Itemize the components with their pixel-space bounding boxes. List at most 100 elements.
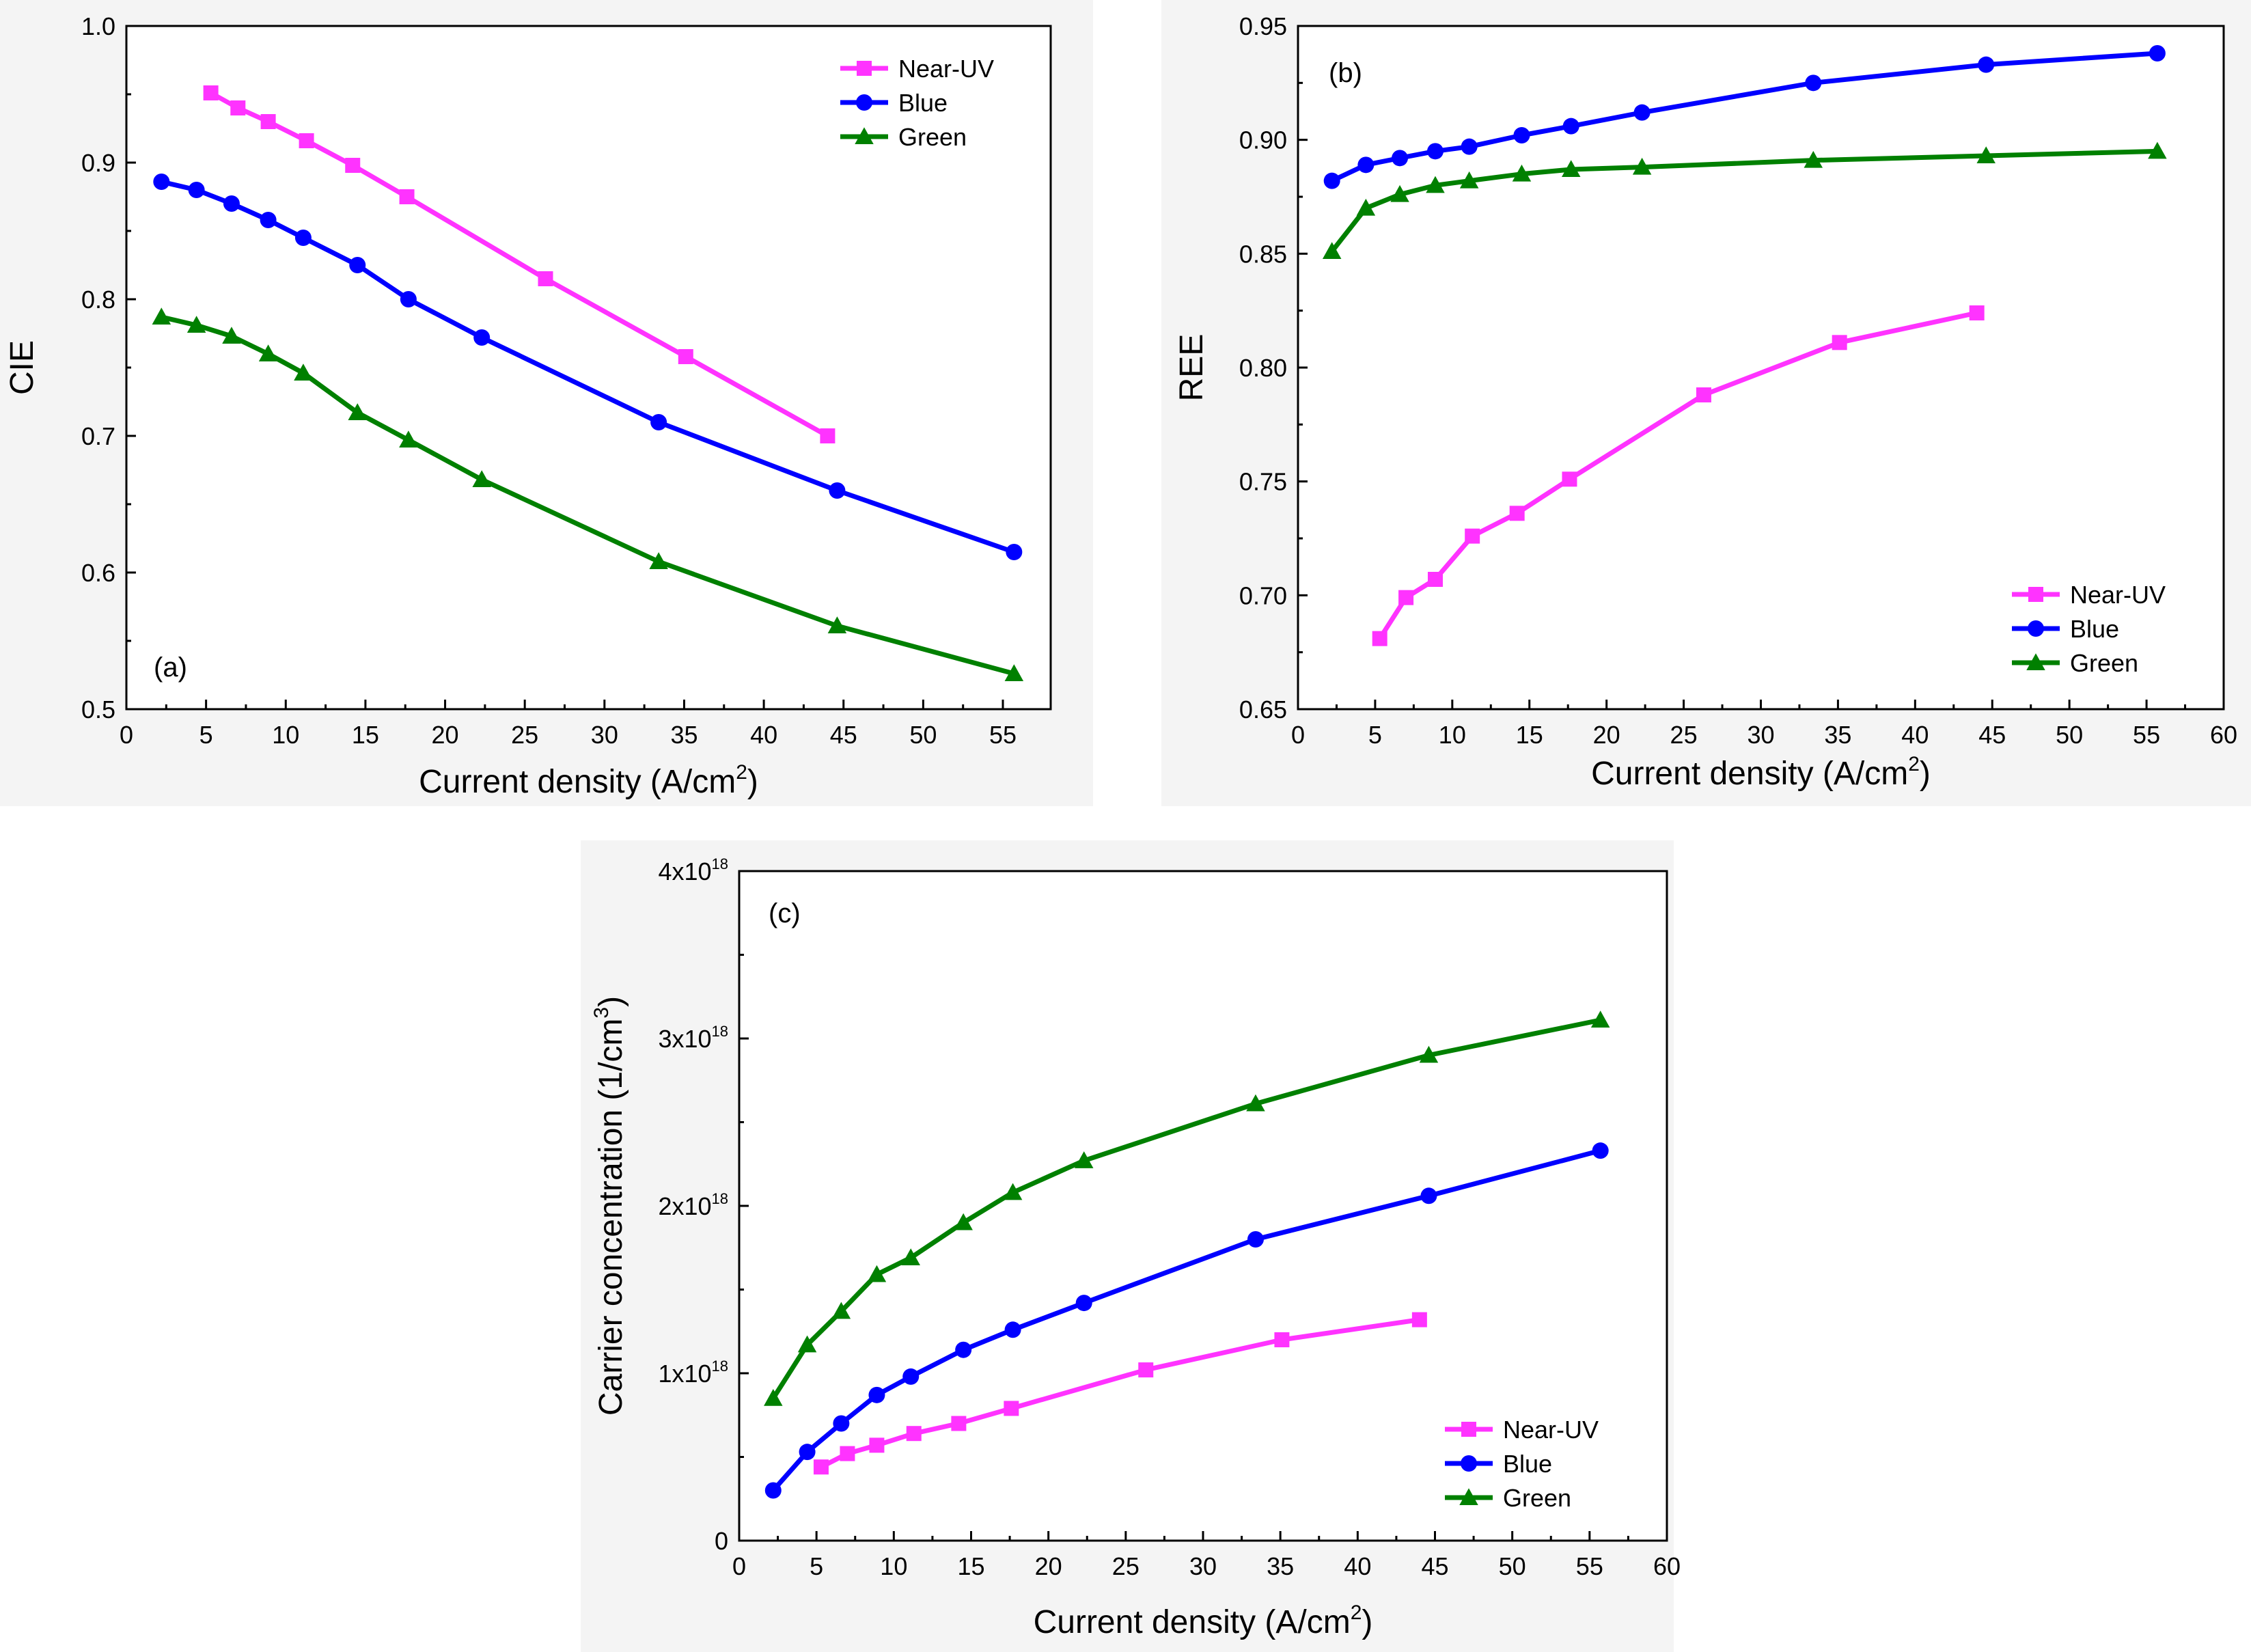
data-point-blue — [1420, 1187, 1437, 1204]
data-point-green — [258, 344, 278, 361]
data-point-near-uv — [1411, 1312, 1427, 1327]
data-point-green — [797, 1335, 817, 1353]
data-point-green — [399, 430, 418, 448]
x-tick-label: 35 — [670, 721, 698, 749]
data-point-blue — [1357, 156, 1375, 174]
x-tick-label: 50 — [1499, 1552, 1526, 1580]
x-tick-label: 50 — [909, 721, 937, 749]
data-point-near-uv — [299, 133, 314, 148]
plot-frame — [1297, 25, 2225, 711]
legend-label-near-uv: Near-UV — [1503, 1416, 1599, 1444]
x-tick-label: 35 — [1824, 721, 1851, 749]
data-point-blue — [1978, 56, 1995, 73]
x-tick-label: 10 — [272, 721, 299, 749]
data-point-blue — [1006, 544, 1023, 560]
data-point-blue — [833, 1415, 850, 1432]
y-tick-label: 0.75 — [1239, 468, 1287, 496]
data-point-green — [1512, 164, 1532, 182]
data-point-green — [1356, 198, 1376, 216]
x-tick-label: 15 — [957, 1552, 984, 1580]
x-tick-label: 10 — [880, 1552, 907, 1580]
legend-marker-green — [2026, 653, 2045, 670]
legend-marker-blue — [1461, 1455, 1477, 1472]
panel-label: (a) — [154, 652, 187, 683]
data-point-green — [1419, 1045, 1439, 1063]
data-point-blue — [1323, 172, 1340, 189]
data-point-green — [1632, 157, 1652, 175]
data-point-green — [1004, 664, 1024, 681]
y-axis-title: Carrier concentration (1/cm3) — [590, 996, 629, 1416]
panel-label: (c) — [769, 898, 801, 928]
data-point-green — [867, 1265, 887, 1282]
data-point-near-uv — [1004, 1401, 1019, 1416]
y-tick-label: 0.9 — [81, 149, 115, 177]
y-tick-label: 1x1018 — [658, 1358, 728, 1388]
data-point-blue — [955, 1341, 972, 1358]
data-point-blue — [902, 1368, 920, 1385]
y-tick-label: 0.8 — [81, 286, 115, 314]
data-point-near-uv — [1509, 506, 1525, 521]
data-point-blue — [1592, 1142, 1609, 1159]
x-tick-label: 35 — [1267, 1552, 1294, 1580]
data-point-near-uv — [813, 1459, 829, 1475]
data-point-green — [1976, 146, 1995, 163]
data-point-green — [1003, 1183, 1023, 1200]
x-tick-label: 0 — [120, 721, 133, 749]
x-tick-label: 5 — [810, 1552, 823, 1580]
x-tick-label: 60 — [1653, 1552, 1681, 1580]
data-point-green — [472, 470, 491, 487]
data-point-blue — [1633, 104, 1651, 121]
x-tick-label: 15 — [1516, 721, 1543, 749]
x-tick-label: 30 — [1747, 721, 1774, 749]
x-tick-label: 20 — [1035, 1552, 1062, 1580]
data-point-blue — [2149, 45, 2166, 61]
x-tick-label: 25 — [511, 721, 538, 749]
x-tick-label: 60 — [2210, 721, 2237, 749]
legend-label-near-uv: Near-UV — [898, 55, 994, 83]
x-tick-label: 5 — [199, 721, 213, 749]
chart-panel-a: 0 5 10 15 20 25 30 35 40 45 50 55 0.5 0.6 0.7 0.8 0.9 1.0… — [4, 12, 1052, 800]
data-point-near-uv — [951, 1416, 967, 1431]
data-point-blue — [400, 291, 417, 307]
x-tick-label: 0 — [732, 1552, 746, 1580]
y-tick-label: 0.95 — [1239, 12, 1287, 40]
chart-panel-b: 0 5 10 15 20 25 30 35 40 45 50 55 60 0.65 0.70 0.75 0.80… — [1174, 12, 2237, 792]
data-point-green — [649, 552, 668, 569]
y-tick-label: 4x1018 — [658, 855, 728, 885]
data-point-near-uv — [840, 1446, 855, 1461]
y-tick-label: 0.90 — [1239, 126, 1287, 154]
legend-marker-blue — [2028, 620, 2044, 637]
legend-label-blue: Blue — [1503, 1450, 1552, 1478]
data-point-green — [764, 1389, 783, 1406]
data-point-near-uv — [678, 349, 693, 364]
x-axis-title: Current density (A/cm2) — [1034, 1601, 1373, 1640]
data-point-green — [831, 1302, 851, 1319]
data-point-near-uv — [869, 1437, 885, 1453]
data-point-green — [1561, 160, 1581, 177]
data-point-near-uv — [1427, 572, 1443, 587]
legend-marker-near-uv — [1461, 1422, 1476, 1437]
data-point-green — [827, 616, 847, 633]
data-point-near-uv — [203, 85, 219, 100]
chart-panel-c: 0 5 10 15 20 25 30 35 40 45 50 55 60 0 1x1018 2x1018 3x1… — [590, 855, 1681, 1640]
y-tick-label: 0.7 — [81, 422, 115, 450]
data-point-near-uv — [538, 271, 553, 286]
data-point-green — [901, 1248, 920, 1265]
data-point-green — [2148, 141, 2167, 159]
data-point-near-uv — [1138, 1362, 1154, 1378]
legend-marker-green — [1459, 1488, 1478, 1505]
panel-label: (b) — [1329, 58, 1362, 88]
x-tick-label: 0 — [1291, 721, 1305, 749]
data-point-blue — [829, 482, 846, 499]
data-point-blue — [153, 174, 170, 190]
data-point-near-uv — [906, 1426, 922, 1442]
data-point-blue — [1461, 138, 1478, 155]
data-point-near-uv — [1969, 305, 1985, 320]
data-point-green — [1426, 176, 1445, 193]
legend-label-blue: Blue — [2070, 615, 2119, 643]
x-tick-label: 55 — [1576, 1552, 1603, 1580]
data-point-green — [187, 316, 206, 333]
x-tick-label: 55 — [2133, 721, 2160, 749]
